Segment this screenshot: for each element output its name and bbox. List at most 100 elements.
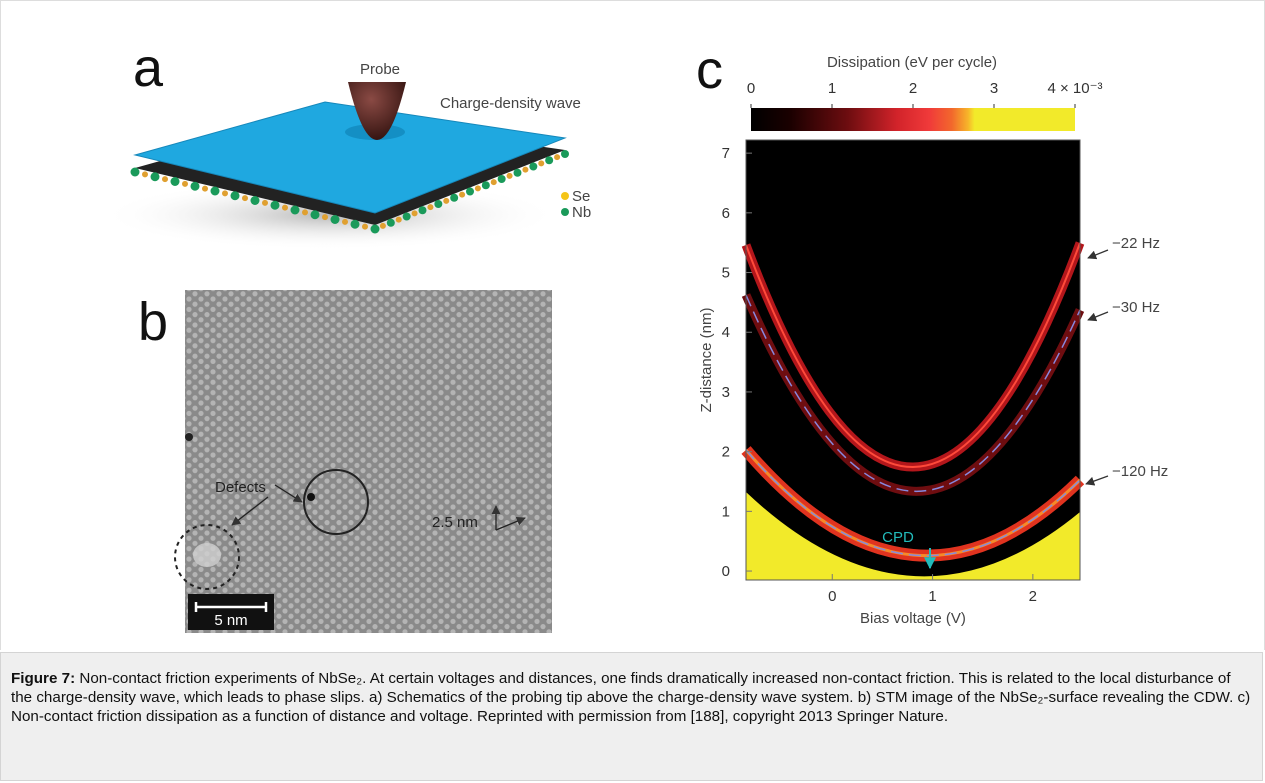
defects-label: Defects [215,479,266,496]
scale-bar-label: 5 nm [214,612,247,629]
arrow [495,516,526,531]
x-tick-label: 0 [828,588,836,605]
cdw-sheet [133,101,567,214]
arrow [231,496,269,526]
atom [506,172,513,179]
atom [554,154,561,161]
atom [250,196,260,205]
high-dissipation [746,492,1080,580]
y-tick-label: 5 [722,265,730,282]
colorbar [751,108,1075,131]
caption-text: Non-contact friction experiments of NbSe… [11,670,1251,725]
cpd-label: CPD [882,529,914,546]
atom [130,167,140,177]
atom [450,193,459,202]
atom [418,206,427,215]
atom [310,210,320,220]
atom [330,215,340,224]
atom [302,209,308,216]
se-dot [561,192,569,200]
nb-dot [561,208,569,216]
atom [190,181,200,191]
y-tick-label: 6 [722,205,730,222]
figure: a Probe Charge-density wave Se Nb b Defe… [0,0,1265,650]
x-tick-label: 1 [928,588,936,605]
curve [745,242,1081,468]
atom [427,204,434,211]
panel-c: c Dissipation (eV per cycle) Z-distance … [696,40,1168,627]
stm-image [185,290,552,633]
shadow [100,180,560,250]
defect-circle [174,524,240,590]
colorbar-tick-label: 3 [990,80,998,97]
atom [490,179,497,186]
atom [290,205,300,215]
plot-frame [745,139,1081,581]
atom [545,156,554,165]
panel-a: a Probe Charge-density wave Se Nb [100,38,591,250]
colorbar-tick-label: 1 [828,80,836,97]
atom [270,200,280,210]
panel-label: a [133,38,164,98]
y-tick-label: 7 [722,145,730,162]
atom [561,150,569,158]
probe-tip [348,82,406,140]
atom [350,219,360,229]
atom [497,175,506,183]
scale-bar-bg [188,594,274,630]
arrow [1087,311,1109,322]
colorbar-tick-label: 2 [909,80,917,97]
panel-label: c [696,40,723,100]
lattice-label: 2.5 nm [432,514,478,531]
colorbar-title: Dissipation (eV per cycle) [827,54,997,71]
x-tick-label: 2 [1029,588,1037,605]
probe-label: Probe [360,61,400,78]
atom [222,190,228,197]
atom [242,195,248,202]
annotation: −22 Hz [1112,235,1160,252]
atom [434,200,443,208]
arrow [1085,475,1109,486]
atom [162,176,168,183]
fit-line [745,449,1081,557]
atom [262,199,268,206]
atom [322,214,328,221]
atom [522,166,529,173]
colorbar-tick-label: 0 [747,80,755,97]
scale-bar [194,602,268,612]
y-tick-label: 2 [722,444,730,461]
atoms [130,150,569,234]
atom [395,216,402,223]
atom [370,224,380,234]
atom [150,172,160,182]
atom [170,177,180,186]
y-tick-label: 0 [722,563,730,580]
atom [282,204,288,211]
legend-se: Se [572,188,590,205]
panel-label: b [138,292,168,352]
atom [230,191,240,201]
atom [210,186,220,196]
atom [443,197,450,204]
y-axis-label: Z-distance (nm) [698,307,715,412]
defect [193,543,221,567]
atom [386,218,395,227]
atom [362,223,368,230]
atom [202,185,208,192]
atom [474,185,481,192]
caption: Figure 7: Non-contact friction experimen… [0,652,1263,781]
panel-b: b Defects 2.5 nm 5 nm [138,290,552,633]
y-tick-label: 3 [722,384,730,401]
y-tick-label: 4 [722,324,730,341]
atom [411,210,418,217]
atom [402,212,411,221]
y-tick-label: 1 [722,503,730,520]
arrow [1087,249,1109,260]
atom [459,191,466,198]
atom [513,168,522,177]
atom [182,180,188,187]
atom [466,187,474,196]
arrow [274,484,303,503]
atom [342,218,348,225]
